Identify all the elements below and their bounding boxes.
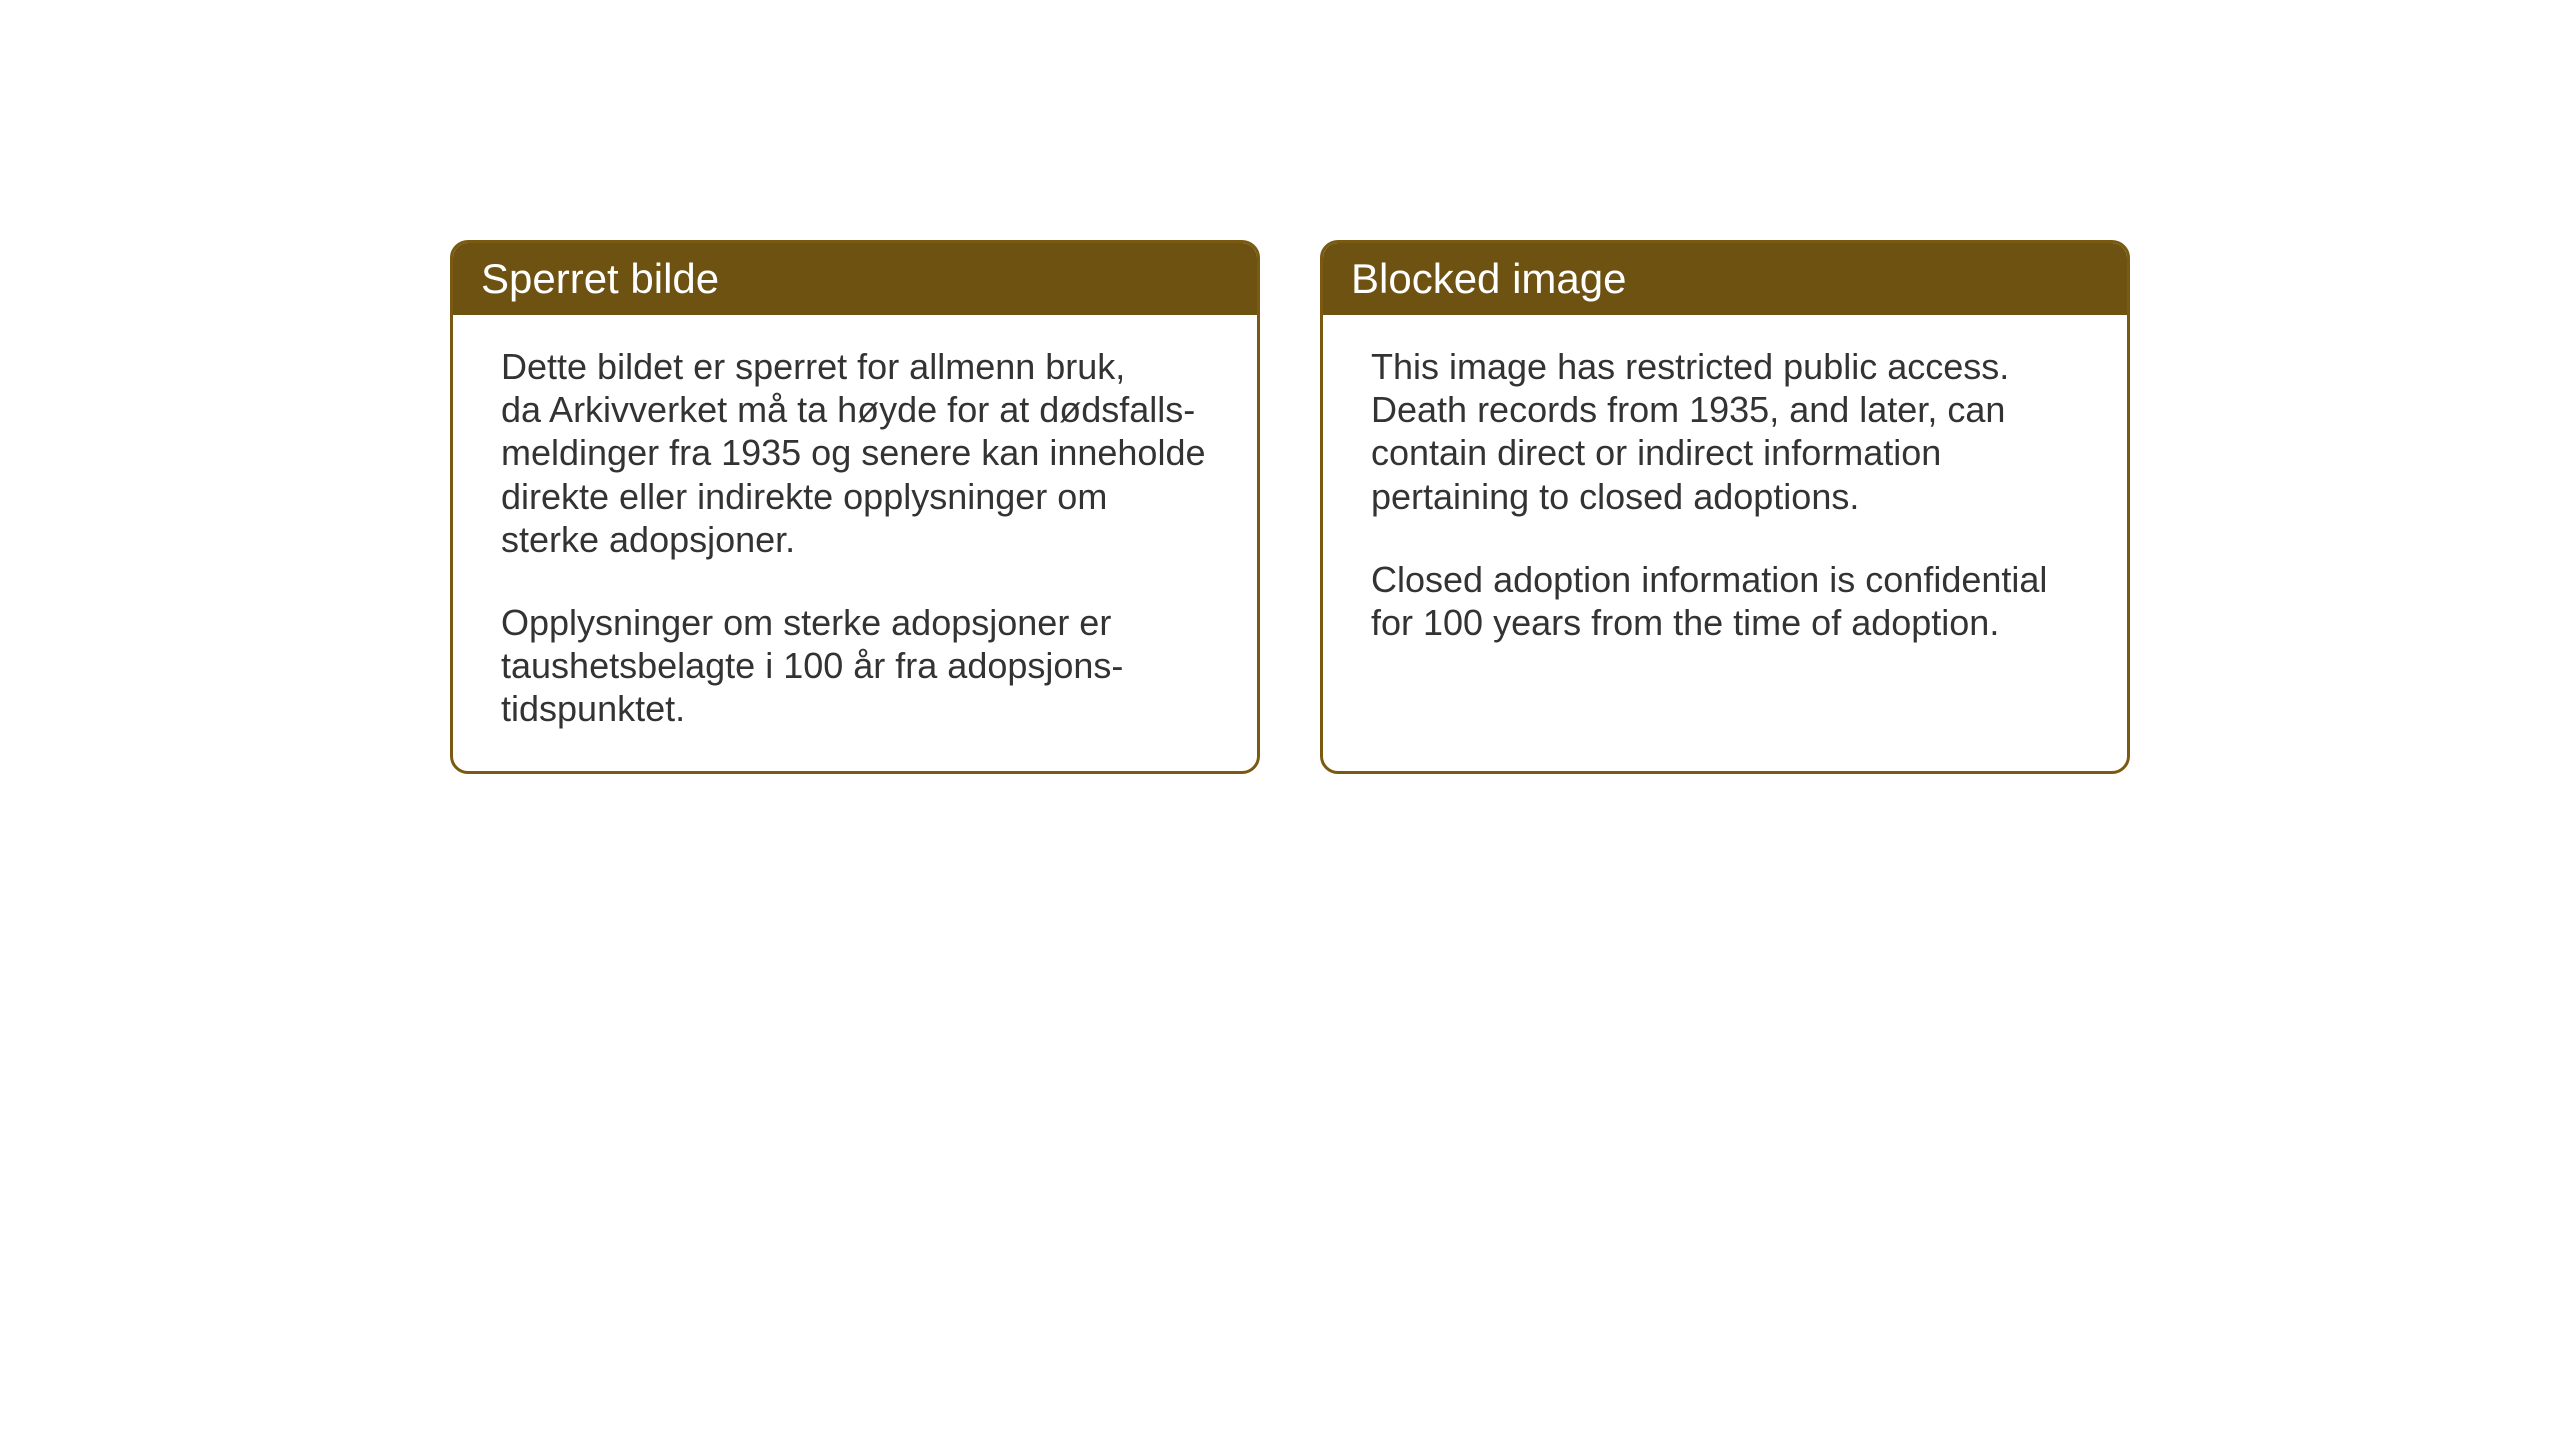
notice-paragraph: Dette bildet er sperret for allmenn bruk…: [501, 345, 1209, 561]
card-header-norwegian: Sperret bilde: [453, 243, 1257, 315]
card-body-english: This image has restricted public access.…: [1323, 315, 2127, 745]
notice-paragraph: Closed adoption information is confident…: [1371, 558, 2079, 644]
notice-paragraph: This image has restricted public access.…: [1371, 345, 2079, 518]
notice-card-norwegian: Sperret bilde Dette bildet er sperret fo…: [450, 240, 1260, 774]
notice-container: Sperret bilde Dette bildet er sperret fo…: [450, 240, 2130, 774]
notice-paragraph: Opplysninger om sterke adopsjoner er tau…: [501, 601, 1209, 731]
card-body-norwegian: Dette bildet er sperret for allmenn bruk…: [453, 315, 1257, 771]
notice-card-english: Blocked image This image has restricted …: [1320, 240, 2130, 774]
card-header-english: Blocked image: [1323, 243, 2127, 315]
